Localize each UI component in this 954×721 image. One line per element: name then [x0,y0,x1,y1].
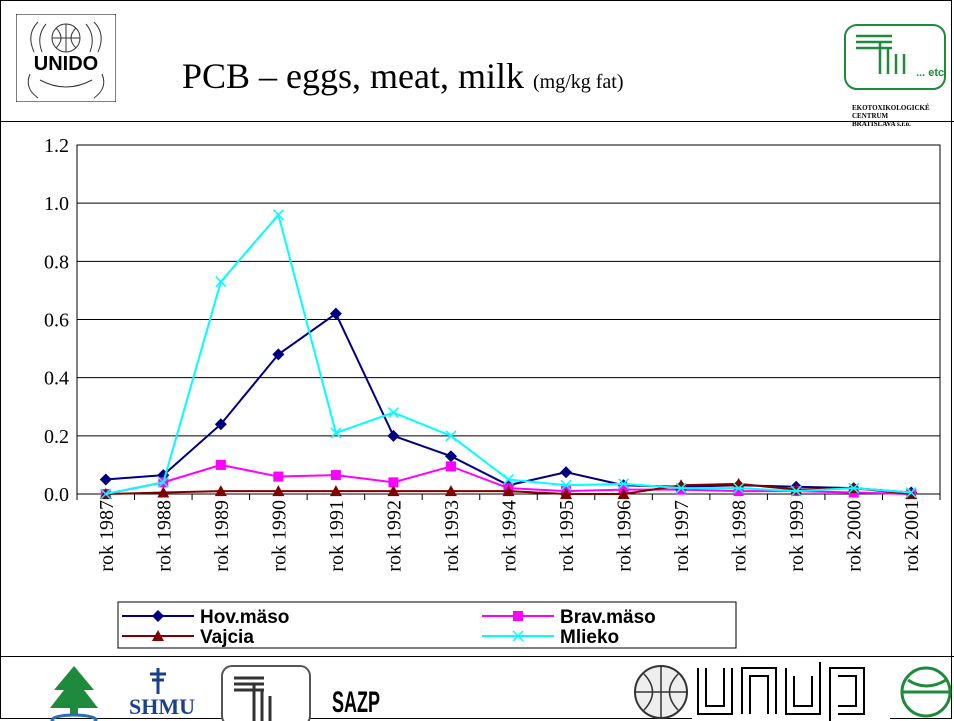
sazp-logo: SAZP [332,686,380,719]
data-point-series-4 [675,482,687,494]
data-point-series-3 [387,485,400,497]
un-emblem-icon [634,665,688,719]
data-point-series-4 [848,482,860,494]
data-point-series-4 [387,407,399,419]
y-tick-label: 0.4 [44,368,69,390]
tree-logo [50,666,98,721]
data-point-series-2 [215,459,226,470]
series-line-4 [105,212,912,495]
legend-swatch-marker [152,630,164,641]
undp-logo: undp [692,662,890,721]
data-point-series-1 [99,473,112,486]
unido-logo: UNIDO [16,14,116,102]
data-point-series-3 [502,485,515,497]
x-tick-label: rok 1996 [614,500,636,572]
data-point-series-3 [617,488,630,499]
x-tick-label: rok 1998 [729,500,751,572]
etc-caption-line-3: BRATISLAVA s.r.o. [852,120,911,128]
y-tick-label: 1.0 [44,193,69,215]
data-point-series-2 [445,461,456,472]
data-point-series-3 [329,485,342,497]
y-tick-label: 0.8 [44,251,69,273]
data-point-series-4 [790,485,802,497]
header-divider [0,121,954,122]
y-tick-label: 1.2 [44,135,69,157]
globe-logo-icon [900,666,952,718]
legend-swatch-marker [513,611,523,621]
shmu-logo-text: SHMU [129,694,195,719]
title-main: PCB – eggs, meat, milk [182,56,524,96]
data-point-series-4 [618,478,630,490]
data-point-series-2 [273,471,284,482]
x-tick-label: rok 1988 [153,500,175,572]
x-tick-label: rok 1993 [441,500,463,572]
unido-logo-text: UNIDO [34,53,98,75]
x-tick-label: rok 1999 [786,500,808,572]
y-tick-label: 0.6 [44,310,69,332]
x-tick-label: rok 1994 [499,500,521,572]
shmu-logo: SHMU [129,668,195,719]
x-tick-label: rok 1990 [268,500,290,572]
data-point-series-3 [214,485,227,497]
data-point-series-4 [445,430,457,442]
pcb-line-chart: 0.0 0.2 0.4 0.6 0.8 1.0 1.2 rok 1987 rok 1988 rok… [44,135,941,649]
y-tick-label: 0.0 [44,484,69,506]
etc-caption: EKOTOXIKOLOGICKÉ CENTRUM BRATISLAVA s.r.… [852,104,954,128]
data-point-series-1 [560,466,573,479]
data-point-series-1 [387,429,400,442]
sazp-logo-text: SAZP [332,686,380,719]
x-tick-label: rok 2000 [844,500,866,572]
data-point-series-4 [215,276,227,288]
etc-logo-text: ... etc [916,67,944,79]
etc-logo: ... etc [844,24,946,90]
data-point-series-4 [330,427,342,439]
x-tick-label: rok 2001 [901,500,923,572]
data-point-series-4 [272,209,284,221]
data-point-series-2 [330,470,341,481]
legend-label: Vajcia [200,627,254,648]
legend-label: Brav.mäso [560,607,656,628]
page-title: PCB – eggs, meat, milk (mg/kg fat) [182,55,624,97]
data-point-series-1 [214,418,227,431]
data-point-series-4 [502,473,515,485]
x-tick-label: rok 1997 [671,500,693,572]
data-point-series-4 [100,488,112,500]
data-point-series-3 [157,486,170,498]
x-tick-label: rok 1987 [96,500,118,572]
x-tick-label: rok 1989 [211,500,233,572]
x-tick-label: rok 1991 [326,500,348,572]
etc-caption-line-1: EKOTOXIKOLOGICKÉ [852,104,930,112]
data-point-series-4 [905,487,917,499]
data-point-series-2 [733,486,744,497]
legend-swatch-marker [152,610,164,622]
x-tick-label: rok 1992 [383,500,405,572]
data-point-series-3 [272,485,285,497]
legend-label: Hov.mäso [200,607,289,628]
data-point-series-3 [444,485,457,497]
title-unit: (mg/kg fat) [533,71,624,93]
data-point-series-2 [388,477,399,488]
data-point-series-4 [157,476,169,488]
data-point-series-4 [560,479,572,491]
data-point-series-1 [329,307,342,320]
undp-logo-text: undp [692,662,695,663]
data-point-series-1 [272,348,285,361]
data-point-series-1 [444,450,457,463]
x-tick-label: rok 1995 [556,500,578,572]
data-point-series-3 [560,488,573,499]
etc-caption-line-2: CENTRUM [852,112,889,120]
legend-swatch-marker [512,630,524,642]
y-tick-label: 0.2 [44,426,69,448]
data-point-series-4 [733,482,745,494]
footer-divider [0,656,954,657]
etc-footer-logo [221,665,311,721]
legend-label: Mlieko [560,627,619,648]
legend-box [117,601,737,649]
